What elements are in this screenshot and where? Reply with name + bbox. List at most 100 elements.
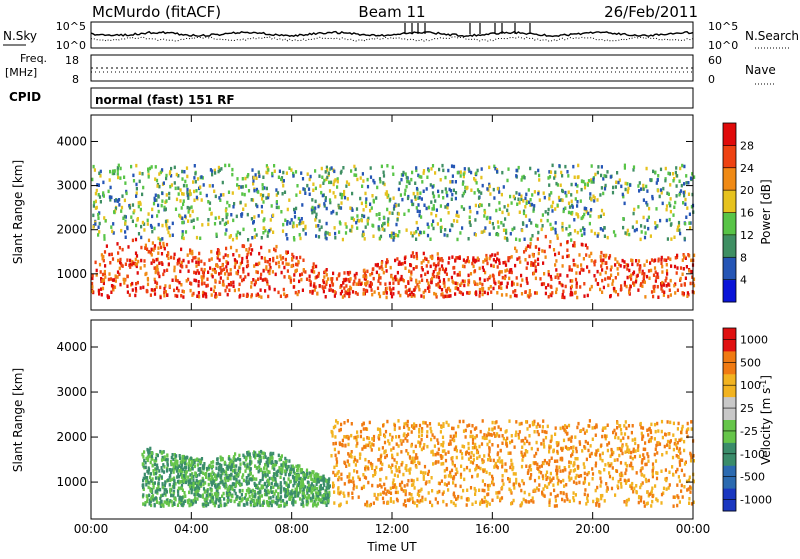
data-cell [294,211,296,215]
data-cell [383,171,385,175]
data-cell [690,177,692,181]
data-cell [126,285,128,289]
data-cell [330,454,332,458]
data-cell [681,164,683,168]
data-cell [261,236,263,240]
data-cell [180,188,182,192]
data-cell [680,277,682,281]
data-cell [256,294,258,298]
data-cell [198,291,200,295]
data-cell [570,238,572,242]
data-cell [191,476,193,480]
data-cell [329,189,331,193]
colorbar-tick-label: 24 [740,162,754,175]
data-cell [178,192,180,196]
data-cell [97,217,99,221]
data-cell [214,270,216,274]
data-cell [551,435,553,439]
data-cell [682,292,684,296]
data-cell [405,285,407,289]
data-cell [132,203,134,207]
data-cell [168,196,170,200]
data-cell [666,219,668,223]
data-cell [249,456,251,460]
data-cell [393,478,395,482]
data-cell [655,279,657,283]
data-cell [299,273,301,277]
data-cell [404,267,406,271]
data-cell [112,257,114,261]
data-cell [628,233,630,237]
data-cell [470,460,472,464]
data-cell [365,197,367,201]
data-cell [529,289,531,293]
data-cell [580,474,582,478]
data-cell [460,473,462,477]
data-cell [568,233,570,237]
data-cell [382,446,384,450]
data-cell [367,219,369,223]
data-cell [263,456,265,460]
data-cell [162,504,164,508]
data-cell [489,275,491,279]
data-cell [296,256,298,260]
data-cell [558,252,560,256]
data-cell [325,231,327,235]
data-cell [457,171,459,175]
data-cell [640,224,642,228]
data-cell [521,446,523,450]
data-cell [430,200,432,204]
data-cell [131,282,133,286]
data-cell [646,260,648,264]
data-cell [266,458,268,462]
data-cell [633,212,635,216]
data-cell [639,455,641,459]
data-cell [364,192,366,196]
data-cell [234,500,236,504]
data-cell [522,222,524,226]
data-cell [440,178,442,182]
data-cell [507,204,509,208]
data-cell [433,436,435,440]
data-cell [602,177,604,181]
data-cell [168,226,170,230]
data-cell [615,185,617,189]
data-cell [445,187,447,191]
data-cell [575,278,577,282]
data-cell [260,459,262,463]
data-cell [467,283,469,287]
data-cell [504,236,506,240]
data-cell [521,278,523,282]
data-cell [577,175,579,179]
data-cell [171,462,173,466]
data-cell [507,256,509,260]
data-cell [624,202,626,206]
data-cell [285,258,287,262]
data-cell [293,273,295,277]
data-cell [669,183,671,187]
data-cell [515,191,517,195]
data-cell [142,286,144,290]
data-cell [411,171,413,175]
data-cell [152,477,154,481]
data-cell [440,426,442,430]
data-cell [353,165,355,169]
data-cell [262,194,264,198]
data-cell [538,483,540,487]
data-cell [357,292,359,296]
data-cell [314,502,316,506]
data-cell [156,214,158,218]
data-cell [617,272,619,276]
data-cell [574,176,576,180]
data-cell [192,256,194,260]
data-cell [438,194,440,198]
data-cell [226,216,228,220]
data-cell [371,293,373,297]
data-cell [543,272,545,276]
data-cell [154,503,156,507]
data-cell [536,441,538,445]
data-cell [612,466,614,470]
data-cell [230,499,232,503]
data-cell [563,439,565,443]
data-cell [97,213,99,217]
